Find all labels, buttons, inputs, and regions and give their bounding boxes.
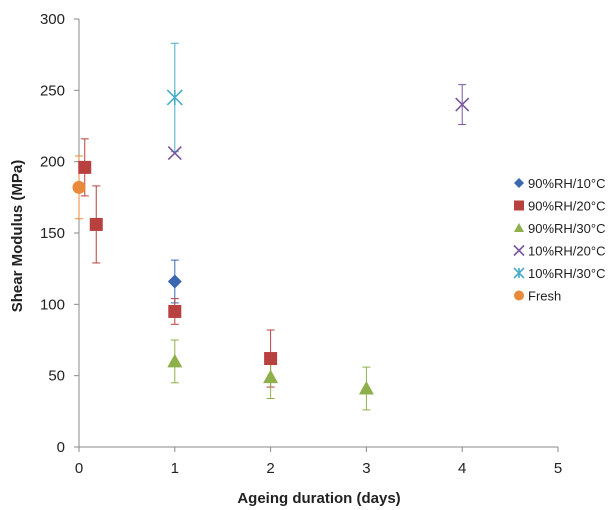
marker-shape bbox=[514, 178, 524, 188]
x-axis-title: Ageing duration (days) bbox=[237, 490, 400, 507]
marker-shape bbox=[72, 180, 86, 194]
y-axis-title: Shear Modulus (MPa) bbox=[9, 160, 26, 313]
legend-item-10-rh-20-c: 10%RH/20°C bbox=[513, 244, 605, 259]
data-point-90-rh-30-c bbox=[263, 369, 279, 384]
x-tick-label: 2 bbox=[266, 460, 274, 477]
marker-shape bbox=[166, 89, 183, 106]
legend-label: 90%RH/30°C bbox=[528, 221, 605, 236]
y-tick-label: 200 bbox=[40, 154, 65, 171]
legend-label: Fresh bbox=[528, 289, 561, 304]
legend-marker bbox=[514, 178, 524, 188]
marker-shape bbox=[455, 97, 470, 112]
data-point-90-rh-10-c bbox=[167, 274, 182, 289]
legend-item-10-rh-30-c: 10%RH/30°C bbox=[513, 266, 605, 281]
legend-label: 90%RH/10°C bbox=[528, 176, 605, 191]
legend-marker bbox=[514, 290, 524, 301]
data-point-10-rh-30-c bbox=[166, 89, 183, 106]
legend-label: 10%RH/30°C bbox=[528, 266, 605, 281]
legend-item-90-rh-30-c: 90%RH/30°C bbox=[514, 221, 605, 236]
data-point-90-rh-30-c bbox=[167, 353, 183, 368]
data-point-90-rh-30-c bbox=[358, 381, 374, 395]
legend-item-fresh: Fresh bbox=[514, 289, 561, 304]
data-point-90-rh-20-c bbox=[264, 352, 278, 366]
legend-marker bbox=[514, 200, 524, 211]
marker-shape bbox=[513, 267, 525, 279]
x-tick-label: 5 bbox=[554, 460, 562, 477]
legend-label: 90%RH/20°C bbox=[528, 199, 605, 214]
data-points bbox=[72, 89, 470, 395]
marker-shape bbox=[263, 369, 279, 384]
marker-shape bbox=[358, 381, 374, 395]
legend-marker bbox=[514, 223, 524, 232]
marker-shape bbox=[89, 217, 103, 231]
legend-label: 10%RH/20°C bbox=[528, 244, 605, 259]
y-tick-label: 0 bbox=[57, 439, 65, 456]
marker-shape bbox=[514, 223, 524, 232]
data-point-90-rh-20-c bbox=[78, 160, 92, 174]
y-tick-label: 300 bbox=[40, 11, 65, 28]
legend-item-90-rh-10-c: 90%RH/10°C bbox=[514, 176, 605, 191]
data-point-90-rh-20-c bbox=[89, 217, 103, 231]
marker-shape bbox=[78, 160, 92, 174]
x-tick-label: 3 bbox=[362, 460, 370, 477]
marker-shape bbox=[168, 304, 182, 318]
data-point-10-rh-20-c bbox=[167, 146, 182, 161]
marker-shape bbox=[167, 353, 183, 368]
marker-shape bbox=[167, 274, 182, 289]
data-point-90-rh-20-c bbox=[168, 304, 182, 318]
y-tick-label: 250 bbox=[40, 82, 65, 99]
marker-shape bbox=[167, 146, 182, 161]
data-point-fresh bbox=[72, 180, 86, 194]
tick-labels: 0 50 100 150 200 250 300 0 1 2 3 4 5 bbox=[40, 11, 562, 477]
y-tick-label: 50 bbox=[48, 368, 65, 385]
data-point-10-rh-20-c bbox=[455, 97, 470, 112]
marker-shape bbox=[513, 244, 525, 257]
legend-item-90-rh-20-c: 90%RH/20°C bbox=[514, 199, 605, 214]
x-tick-label: 4 bbox=[458, 460, 466, 477]
y-tick-label: 150 bbox=[40, 225, 65, 242]
legend-marker bbox=[513, 267, 525, 279]
legend: 90%RH/10°C 90%RH/20°C 90%RH/30°C 10%RH/20°C… bbox=[513, 176, 605, 304]
marker-shape bbox=[514, 200, 524, 211]
marker-shape bbox=[514, 290, 524, 301]
x-tick-label: 0 bbox=[75, 460, 83, 477]
y-tick-label: 100 bbox=[40, 296, 65, 313]
axes bbox=[74, 18, 559, 452]
marker-shape bbox=[264, 352, 278, 366]
legend-marker bbox=[513, 244, 525, 257]
x-tick-label: 1 bbox=[171, 460, 179, 477]
